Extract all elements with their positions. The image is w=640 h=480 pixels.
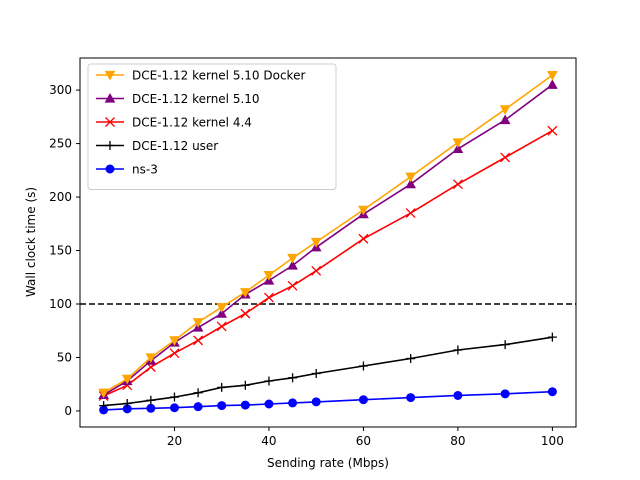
data-point-ns-3-90: [500, 389, 510, 399]
data-point-ns-3-50: [311, 397, 321, 407]
data-point-dce-1-12-kernel-5-10-70: [405, 178, 417, 189]
data-point-ns-3-100: [547, 387, 557, 397]
x-tick-label-60: 60: [356, 434, 371, 448]
data-point-dce-1-12-kernel-4-4-20: [169, 348, 180, 359]
data-point-ns-3-70: [406, 393, 416, 403]
legend-marker-dce-1-12-kernel-4-4: [105, 117, 115, 127]
data-point-dce-1-12-kernel-4-4-90: [500, 152, 511, 163]
data-point-dce-1-12-kernel-5-10-45: [287, 259, 298, 270]
data-point-dce-1-12-kernel-4-4-100: [547, 125, 558, 136]
data-point-dce-1-12-kernel-5-10-docker-100: [547, 71, 558, 81]
data-point-dce-1-12-kernel-5-10-docker-20: [169, 336, 180, 346]
data-point-dce-1-12-kernel-5-10-docker-30: [216, 303, 228, 313]
data-point-dce-1-12-kernel-4-4-35: [240, 308, 251, 319]
data-point-dce-1-12-kernel-5-10-100: [547, 79, 558, 89]
data-point-ns-3-60: [358, 395, 368, 405]
data-point-ns-3-45: [288, 398, 298, 408]
legend-label-dce-1-12-user: DCE-1.12 user: [132, 139, 218, 153]
series-ns-3: [99, 387, 557, 415]
y-tick-label-250: 250: [49, 137, 72, 151]
legend-marker-dce-1-12-kernel-5-10-docker: [104, 70, 116, 81]
data-point-dce-1-12-user-60: [358, 361, 368, 371]
data-point-dce-1-12-user-90: [500, 340, 510, 350]
y-tick-label-0: 0: [64, 404, 72, 418]
data-point-dce-1-12-kernel-4-4-50: [311, 265, 322, 276]
data-point-dce-1-12-user-25: [193, 388, 203, 398]
data-point-dce-1-12-kernel-5-10-docker-15: [145, 353, 157, 364]
data-point-dce-1-12-kernel-4-4-60: [358, 233, 369, 244]
legend: DCE-1.12 kernel 5.10 Docker DCE-1.12 kern…: [87, 63, 337, 190]
data-point-dce-1-12-kernel-5-10-docker-60: [358, 205, 369, 216]
x-tick-label-100: 100: [541, 434, 564, 448]
data-point-dce-1-12-kernel-5-10-docker-80: [452, 138, 464, 149]
legend-frame: [87, 63, 337, 190]
series-dce-1-12-kernel-5-10-docker: [98, 71, 558, 399]
data-point-dce-1-12-kernel-5-10-docker-25: [192, 318, 204, 328]
legend-marker-dce-1-12-user: [105, 141, 115, 150]
data-point-dce-1-12-user-50: [311, 369, 321, 379]
y-tick-label-150: 150: [49, 244, 72, 258]
legend-label-dce-1-12-kernel-5-10-docker: DCE-1.12 kernel 5.10 Docker: [132, 69, 305, 83]
data-point-dce-1-12-kernel-5-10-90: [499, 114, 511, 125]
y-tick-label-300: 300: [49, 83, 72, 97]
x-tick-label-40: 40: [261, 434, 276, 448]
data-point-dce-1-12-kernel-5-10-80: [452, 143, 464, 154]
data-point-dce-1-12-kernel-5-10-30: [216, 308, 228, 318]
data-point-dce-1-12-user-20: [169, 392, 179, 402]
y-tick-label-50: 50: [57, 350, 72, 364]
data-point-dce-1-12-user-40: [264, 376, 274, 386]
legend-label-dce-1-12-kernel-5-10: DCE-1.12 kernel 5.10: [132, 92, 260, 106]
data-point-dce-1-12-kernel-4-4-45: [287, 280, 298, 291]
data-point-dce-1-12-kernel-4-4-30: [216, 321, 227, 332]
data-point-dce-1-12-kernel-5-10-docker-70: [405, 172, 417, 183]
x-tick-label-20: 20: [167, 434, 182, 448]
data-point-dce-1-12-kernel-5-10-docker-35: [239, 288, 251, 298]
data-point-dce-1-12-kernel-5-10-docker-45: [287, 253, 298, 264]
axes: 20 40 60 80 100 0 50 100 150 200 250 300: [49, 83, 564, 448]
data-point-dce-1-12-kernel-5-10-docker-50: [310, 237, 322, 248]
y-axis-label: Wall clock time (s): [24, 187, 38, 297]
data-point-dce-1-12-user-35: [240, 380, 250, 390]
data-point-ns-3-15: [146, 403, 156, 413]
data-point-dce-1-12-user-80: [453, 345, 463, 355]
data-point-dce-1-12-user-5: [99, 401, 109, 411]
data-point-dce-1-12-kernel-4-4-40: [263, 292, 274, 303]
data-point-dce-1-12-user-100: [547, 332, 557, 342]
data-point-dce-1-12-kernel-4-4-70: [405, 208, 416, 219]
data-point-ns-3-80: [453, 390, 463, 400]
data-point-ns-3-35: [240, 400, 250, 410]
x-tick-label-80: 80: [450, 434, 465, 448]
series-dce-1-12-user: [99, 332, 557, 411]
data-point-ns-3-40: [264, 399, 274, 409]
data-point-dce-1-12-kernel-4-4-25: [193, 335, 204, 346]
legend-label-ns-3: ns-3: [132, 163, 158, 177]
data-point-dce-1-12-kernel-5-10-docker-90: [499, 105, 511, 115]
series-line-dce-1-12-user: [103, 336, 553, 407]
legend-label-dce-1-12-kernel-4-4: DCE-1.12 kernel 4.4: [132, 116, 252, 130]
data-point-dce-1-12-kernel-5-10-docker-10: [121, 374, 133, 385]
data-point-dce-1-12-user-10: [122, 398, 132, 408]
series-dce-1-12-kernel-4-4: [98, 125, 558, 401]
y-tick-label-200: 200: [49, 190, 72, 204]
data-point-dce-1-12-kernel-5-10-docker-5: [98, 388, 109, 399]
y-tick-label-100: 100: [49, 297, 72, 311]
data-point-ns-3-25: [193, 402, 203, 412]
data-point-ns-3-30: [217, 401, 227, 411]
data-point-dce-1-12-user-70: [406, 354, 416, 364]
plot-frame: [79, 57, 577, 428]
plot-area: [80, 71, 576, 415]
legend-marker-ns-3: [105, 164, 115, 174]
data-point-dce-1-12-user-15: [146, 395, 156, 405]
legend-marker-dce-1-12-kernel-5-10: [104, 92, 116, 103]
data-point-ns-3-20: [169, 403, 179, 413]
x-axis-label: Sending rate (Mbps): [267, 456, 389, 470]
data-point-dce-1-12-kernel-5-10-docker-40: [263, 271, 275, 281]
data-point-dce-1-12-kernel-4-4-80: [452, 179, 463, 190]
data-point-dce-1-12-user-30: [217, 382, 227, 392]
data-point-dce-1-12-user-45: [288, 373, 298, 383]
